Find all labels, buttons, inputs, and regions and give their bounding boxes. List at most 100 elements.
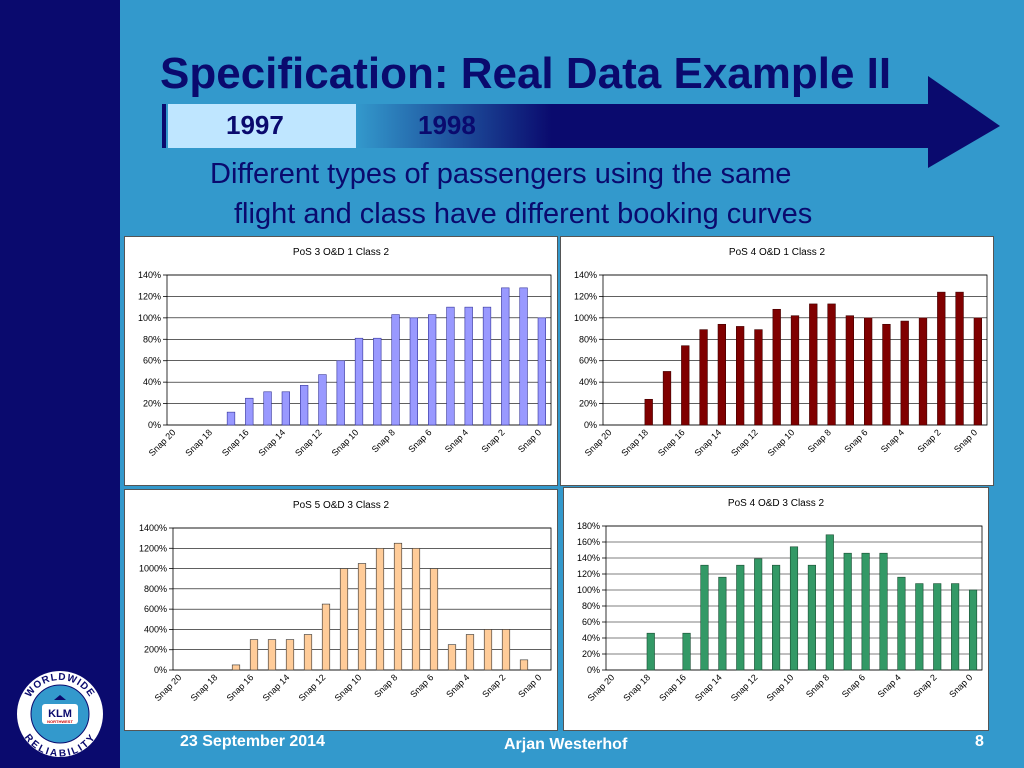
chart-title: PoS 4 O&D 1 Class 2: [729, 247, 826, 258]
bar: [790, 315, 800, 426]
x-tick-label: Snap 4: [444, 672, 471, 699]
y-tick-label: 800%: [144, 584, 167, 594]
bar: [968, 589, 978, 671]
x-tick-label: Snap 10: [333, 672, 364, 703]
bar: [682, 632, 691, 671]
bar: [231, 664, 241, 671]
x-tick-label: Snap 14: [692, 427, 723, 458]
y-tick-label: 80%: [582, 601, 600, 611]
chart-svg: PoS 4 O&D 1 Class 2 0% 20% 40% 60% 80% 100% 120…: [574, 247, 988, 458]
bar: [700, 564, 709, 671]
y-tick-label: 40%: [143, 377, 161, 387]
x-tick-label: Snap 8: [804, 672, 831, 699]
bar: [973, 317, 982, 426]
bar: [937, 291, 946, 426]
y-tick-label: 180%: [577, 521, 600, 531]
y-tick-label: 0%: [584, 420, 597, 430]
x-tick-label: Snap 10: [765, 672, 796, 703]
bar: [772, 564, 781, 671]
y-tick-label: 40%: [579, 377, 597, 387]
x-tick-label: Snap 14: [261, 672, 292, 703]
bar: [736, 564, 745, 671]
bar: [267, 639, 277, 671]
bar: [845, 315, 854, 426]
x-tick-label: Snap 0: [516, 427, 543, 454]
bar: [429, 568, 439, 671]
crown-icon: [54, 695, 66, 700]
chart-svg: PoS 3 O&D 1 Class 2 0% 20% 40% 60% 80% 100% 120…: [138, 247, 552, 458]
x-tick-label: Snap 20: [153, 672, 184, 703]
y-tick-label: 20%: [582, 649, 600, 659]
y-tick-label: 80%: [579, 334, 597, 344]
bar: [699, 329, 708, 426]
x-tick-label: Snap 2: [911, 672, 938, 699]
x-tick-label: Snap 18: [619, 427, 650, 458]
bar: [303, 634, 313, 671]
x-tick-label: Snap 0: [947, 672, 974, 699]
bar: [318, 374, 327, 426]
y-tick-label: 0%: [587, 665, 600, 675]
bar: [483, 629, 493, 671]
x-tick-label: Snap 18: [189, 672, 220, 703]
chart-pos4-od3-class2: PoS 4 O&D 3 Class 2 0% 20% 40% 60% 80% 100% 120…: [563, 487, 989, 731]
subtitle-line-2: flight and class have different booking …: [234, 198, 813, 230]
bar: [951, 583, 960, 671]
x-tick-label: Snap 12: [293, 427, 324, 458]
bar: [864, 317, 873, 426]
subtitle-line-1: Different types of passengers using the …: [210, 158, 792, 190]
x-tick-label: Snap 8: [806, 427, 833, 454]
bar: [501, 629, 511, 671]
footer-author: Arjan Westerhof: [504, 736, 628, 753]
y-tick-label: 100%: [138, 313, 161, 323]
bar: [789, 546, 799, 671]
bar: [409, 317, 418, 426]
bar: [357, 563, 367, 671]
y-tick-label: 80%: [143, 334, 161, 344]
x-tick-label: Snap 0: [516, 672, 543, 699]
x-tick-label: Snap 2: [479, 427, 506, 454]
chart-title: PoS 5 O&D 3 Class 2: [293, 500, 390, 511]
bar: [809, 303, 818, 426]
bar: [662, 371, 672, 426]
bar: [900, 320, 909, 426]
y-tick-label: 600%: [144, 604, 167, 614]
footer-date: 23 September 2014: [180, 733, 325, 750]
timeline-year-1998: 1998: [418, 110, 476, 140]
bar: [897, 576, 906, 671]
y-tick-label: 100%: [577, 585, 600, 595]
x-tick-label: Snap 2: [915, 427, 942, 454]
bar: [285, 639, 295, 671]
y-tick-label: 140%: [577, 553, 600, 563]
bar: [843, 552, 852, 671]
bar: [336, 360, 345, 426]
y-tick-label: 20%: [579, 399, 597, 409]
chart-pos5-od3-class2: PoS 5 O&D 3 Class 2 0% 200% 400% 600% 800% 100…: [124, 489, 558, 731]
x-tick-label: Snap 20: [586, 672, 617, 703]
y-tick-label: 1200%: [139, 543, 167, 553]
y-tick-label: 400%: [144, 624, 167, 634]
y-tick-label: 140%: [574, 270, 597, 280]
bar: [245, 397, 254, 426]
x-tick-label: Snap 6: [408, 672, 435, 699]
x-tick-label: Snap 4: [879, 427, 906, 454]
bar: [465, 634, 475, 671]
y-tick-label: 120%: [574, 291, 597, 301]
bar: [825, 534, 834, 671]
x-tick-label: Snap 6: [842, 427, 869, 454]
bar: [249, 639, 259, 671]
x-tick-label: Snap 6: [840, 672, 867, 699]
y-tick-label: 0%: [148, 420, 161, 430]
bar: [393, 542, 403, 671]
bar: [646, 632, 655, 671]
x-tick-label: Snap 12: [729, 672, 760, 703]
x-tick-label: Snap 2: [480, 672, 507, 699]
x-tick-label: Snap 16: [220, 427, 251, 458]
bar: [519, 659, 529, 671]
y-tick-label: 60%: [579, 356, 597, 366]
x-tick-label: Snap 12: [297, 672, 328, 703]
bar: [391, 314, 400, 426]
x-tick-label: Snap 20: [147, 427, 178, 458]
x-tick-label: Snap 12: [729, 427, 760, 458]
x-tick-label: Snap 14: [256, 427, 287, 458]
y-tick-label: 120%: [138, 291, 161, 301]
